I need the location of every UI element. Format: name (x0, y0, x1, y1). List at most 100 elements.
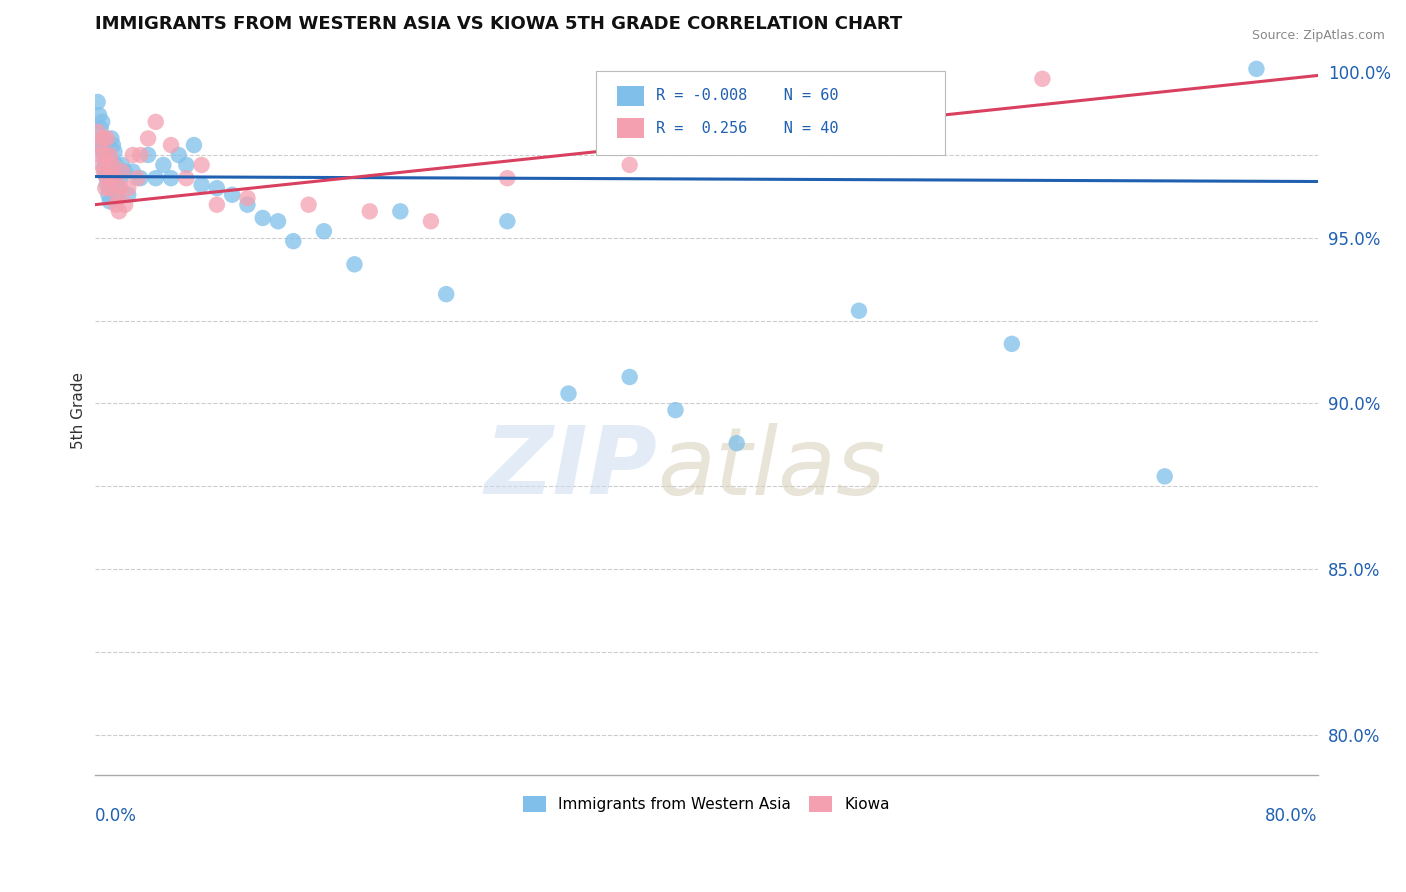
Point (93, 148, 115, 162)
Point (96, 131, 118, 145)
Point (107, 191, 129, 205)
Point (136, 148, 159, 162)
Point (100, 171, 122, 186)
Point (176, 171, 198, 186)
Point (107, 164, 129, 178)
Point (725, 436, 748, 450)
Point (91, 115, 114, 129)
Point (1246, 62, 1268, 76)
Point (343, 257, 366, 271)
Point (267, 214, 290, 228)
Point (297, 197, 319, 211)
Point (97, 148, 120, 162)
Point (100, 171, 122, 186)
Point (848, 303, 870, 318)
Point (94, 154, 117, 169)
Point (94, 168, 117, 182)
Text: atlas: atlas (657, 423, 886, 514)
Point (283, 234, 305, 248)
Point (772, 138, 794, 153)
Point (89, 108, 111, 122)
Point (359, 204, 381, 219)
Point (221, 187, 243, 202)
Point (419, 214, 441, 228)
Point (89, 138, 111, 153)
Point (190, 158, 212, 172)
Point (160, 171, 183, 186)
Point (103, 145, 125, 159)
Point (90, 148, 112, 162)
Y-axis label: 5th Grade: 5th Grade (72, 372, 86, 449)
Point (104, 197, 127, 211)
Point (136, 131, 159, 145)
Point (101, 158, 124, 172)
Point (167, 148, 190, 162)
Bar (617, 86, 644, 106)
Point (190, 178, 212, 192)
Point (145, 115, 167, 129)
Text: 80.0%: 80.0% (1265, 807, 1317, 825)
Point (103, 171, 125, 186)
Point (117, 181, 139, 195)
Point (389, 204, 412, 219)
Point (90, 121, 112, 136)
Point (96, 171, 118, 186)
Point (107, 187, 129, 202)
Text: IMMIGRANTS FROM WESTERN ASIA VS KIOWA 5TH GRADE CORRELATION CHART: IMMIGRANTS FROM WESTERN ASIA VS KIOWA 5T… (94, 15, 901, 33)
Point (100, 131, 122, 145)
Point (1153, 469, 1175, 483)
Point (129, 148, 152, 162)
Point (110, 171, 132, 186)
Point (183, 138, 205, 153)
Point (434, 287, 457, 301)
Point (98, 158, 121, 172)
Point (91, 141, 114, 155)
Point (145, 171, 167, 186)
FancyBboxPatch shape (596, 71, 945, 155)
Point (664, 403, 686, 417)
Point (101, 168, 124, 182)
Point (97, 187, 120, 202)
Point (114, 164, 136, 178)
Point (176, 158, 198, 172)
Point (97, 158, 120, 172)
Point (104, 185, 127, 199)
Point (127, 171, 149, 186)
Point (619, 158, 641, 172)
Point (91, 158, 114, 172)
Point (98, 181, 121, 195)
Point (1001, 336, 1024, 351)
Point (108, 204, 131, 219)
Point (103, 174, 125, 188)
Point (110, 181, 132, 195)
Text: Source: ZipAtlas.com: Source: ZipAtlas.com (1251, 29, 1385, 42)
Point (557, 386, 579, 401)
Point (86, 95, 108, 109)
Point (93, 164, 115, 178)
Point (252, 211, 274, 225)
Point (236, 191, 259, 205)
Point (93, 161, 115, 176)
Point (111, 164, 134, 178)
Point (86, 125, 108, 139)
Point (94, 181, 117, 195)
Point (94, 148, 117, 162)
Point (96, 178, 118, 192)
Text: R =  0.256    N = 40: R = 0.256 N = 40 (657, 120, 838, 136)
Point (496, 171, 519, 186)
Point (98, 194, 121, 209)
Point (101, 138, 124, 153)
Bar (617, 118, 644, 138)
Point (121, 164, 143, 178)
Point (111, 158, 134, 172)
Point (496, 214, 519, 228)
Point (129, 171, 152, 186)
Point (90, 135, 112, 149)
Text: ZIP: ZIP (484, 423, 657, 515)
Point (93, 131, 115, 145)
Point (205, 181, 228, 195)
Point (114, 197, 136, 211)
Legend: Immigrants from Western Asia, Kiowa: Immigrants from Western Asia, Kiowa (516, 789, 896, 818)
Point (236, 197, 259, 211)
Text: 0.0%: 0.0% (94, 807, 136, 825)
